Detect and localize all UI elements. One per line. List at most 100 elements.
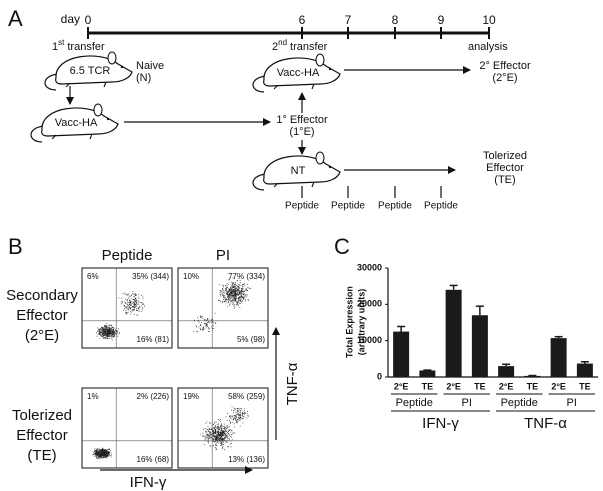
- cell-events: [96, 291, 145, 341]
- mouse-tail: [44, 73, 59, 91]
- error-bar: [449, 284, 458, 290]
- flow-plot-frame: [81, 267, 173, 349]
- group-label: Peptide: [396, 397, 433, 409]
- mouse-eye: [120, 65, 124, 69]
- transfer-text: transfer: [67, 41, 105, 53]
- mouse-eye: [106, 117, 110, 121]
- y-axis-label: Total Expression: [344, 286, 354, 358]
- transfer-text: transfer: [290, 41, 328, 53]
- mouse: [44, 51, 133, 91]
- timeline-tick-label: 9: [438, 13, 445, 27]
- mouse-ear: [107, 51, 117, 65]
- transfer-number: 2: [272, 41, 278, 53]
- annotation: (TE): [494, 174, 515, 186]
- timeline-tick-label: 0: [85, 13, 92, 27]
- error-bar: [502, 363, 511, 367]
- x-tick-label: 2°E: [394, 381, 409, 391]
- y-axis-label: TNF-α: [284, 362, 301, 405]
- analysis-label: analysis: [468, 41, 508, 53]
- annotation: Tolerized: [483, 150, 527, 162]
- panel-label: A: [8, 6, 23, 31]
- transfer-label: 1st transfer: [52, 38, 105, 53]
- x-tick-label: 2°E: [499, 381, 514, 391]
- mouse-tail: [252, 173, 267, 191]
- transfer-label: 2nd transfer: [272, 38, 328, 53]
- annotation: (1°E): [289, 126, 314, 138]
- group-label: PI: [462, 397, 472, 409]
- x-tick-label: 2°E: [446, 381, 461, 391]
- bar: [445, 289, 462, 377]
- quadrant-percent: 1%: [87, 392, 99, 401]
- mouse-leg: [89, 133, 93, 140]
- mouse-label: Vacc-HA: [55, 117, 98, 129]
- supergroup-label: TNF-α: [524, 415, 567, 432]
- error-bar: [580, 360, 589, 364]
- quadrant-percent: 16% (81): [137, 335, 170, 344]
- mouse: [252, 53, 341, 93]
- bar: [576, 363, 593, 377]
- injection-label: Peptide: [424, 201, 458, 212]
- quadrant-percent: 77% (334): [228, 272, 265, 281]
- flow-plot-frame: [177, 387, 269, 469]
- injection-label: Peptide: [285, 201, 319, 212]
- supergroup-label: IFN-γ: [422, 415, 459, 432]
- x-tick-label: TE: [474, 381, 486, 391]
- timeline-tick-label: 7: [345, 13, 352, 27]
- mouse-label: Vacc-HA: [277, 67, 320, 79]
- x-tick-label: TE: [579, 381, 591, 391]
- mouse-ear: [315, 151, 325, 165]
- timeline-tick-label: 6: [299, 13, 306, 27]
- quadrant-percent: 2% (226): [137, 392, 170, 401]
- mouse-tail: [252, 75, 267, 93]
- column-header: PI: [216, 247, 230, 264]
- group-label: Peptide: [501, 397, 538, 409]
- error-bar: [475, 305, 484, 316]
- injection-label: Peptide: [331, 201, 365, 212]
- x-tick-label: TE: [527, 381, 539, 391]
- error-bar: [397, 325, 406, 332]
- quadrant-percent: 6%: [87, 272, 99, 281]
- row-label: Secondary: [6, 287, 78, 304]
- y-tick-label: 30000: [357, 262, 382, 272]
- mouse-label: NT: [291, 165, 306, 177]
- mouse-leg: [65, 82, 71, 88]
- quadrant-percent: 58% (259): [228, 392, 265, 401]
- panel-label: C: [334, 234, 350, 259]
- row-label: Tolerized: [12, 407, 72, 424]
- cell-events: [92, 447, 112, 460]
- row-label: (2°E): [25, 327, 59, 344]
- mouse-leg: [311, 181, 315, 188]
- column-header: Peptide: [102, 247, 153, 264]
- mouse-leg: [273, 182, 279, 188]
- injection-label: Peptide: [378, 201, 412, 212]
- annotation: Naive: [136, 60, 164, 72]
- panel-label: B: [8, 234, 23, 259]
- y-axis-label: (arbitrary units): [356, 289, 366, 356]
- y-tick-label: 20000: [357, 299, 382, 309]
- quadrant-percent: 35% (344): [132, 272, 169, 281]
- bar: [419, 370, 436, 377]
- mouse-leg: [311, 83, 315, 90]
- mouse-eye: [328, 67, 332, 71]
- mouse-leg: [273, 84, 279, 90]
- row-label: Effector: [16, 307, 67, 324]
- quadrant-percent: 16% (68): [137, 455, 170, 464]
- mouse: [30, 103, 119, 143]
- quadrant-percent: 10%: [183, 272, 199, 281]
- mouse-label: 6.5 TCR: [70, 65, 111, 77]
- y-tick-label: 0: [377, 371, 382, 381]
- quadrant-percent: 19%: [183, 392, 199, 401]
- annotation: 2° Effector: [479, 60, 531, 72]
- x-tick-label: TE: [422, 381, 434, 391]
- annotation: (N): [136, 72, 151, 84]
- mouse-ear: [315, 53, 325, 67]
- quadrant-percent: 5% (98): [237, 335, 265, 344]
- flow-plot-frame: [177, 267, 269, 349]
- mouse-tail: [30, 125, 45, 143]
- bar: [471, 315, 488, 377]
- mouse-ear: [93, 103, 103, 117]
- group-label: PI: [567, 397, 577, 409]
- annotation: Effector: [486, 162, 524, 174]
- timeline-label: day: [61, 12, 80, 26]
